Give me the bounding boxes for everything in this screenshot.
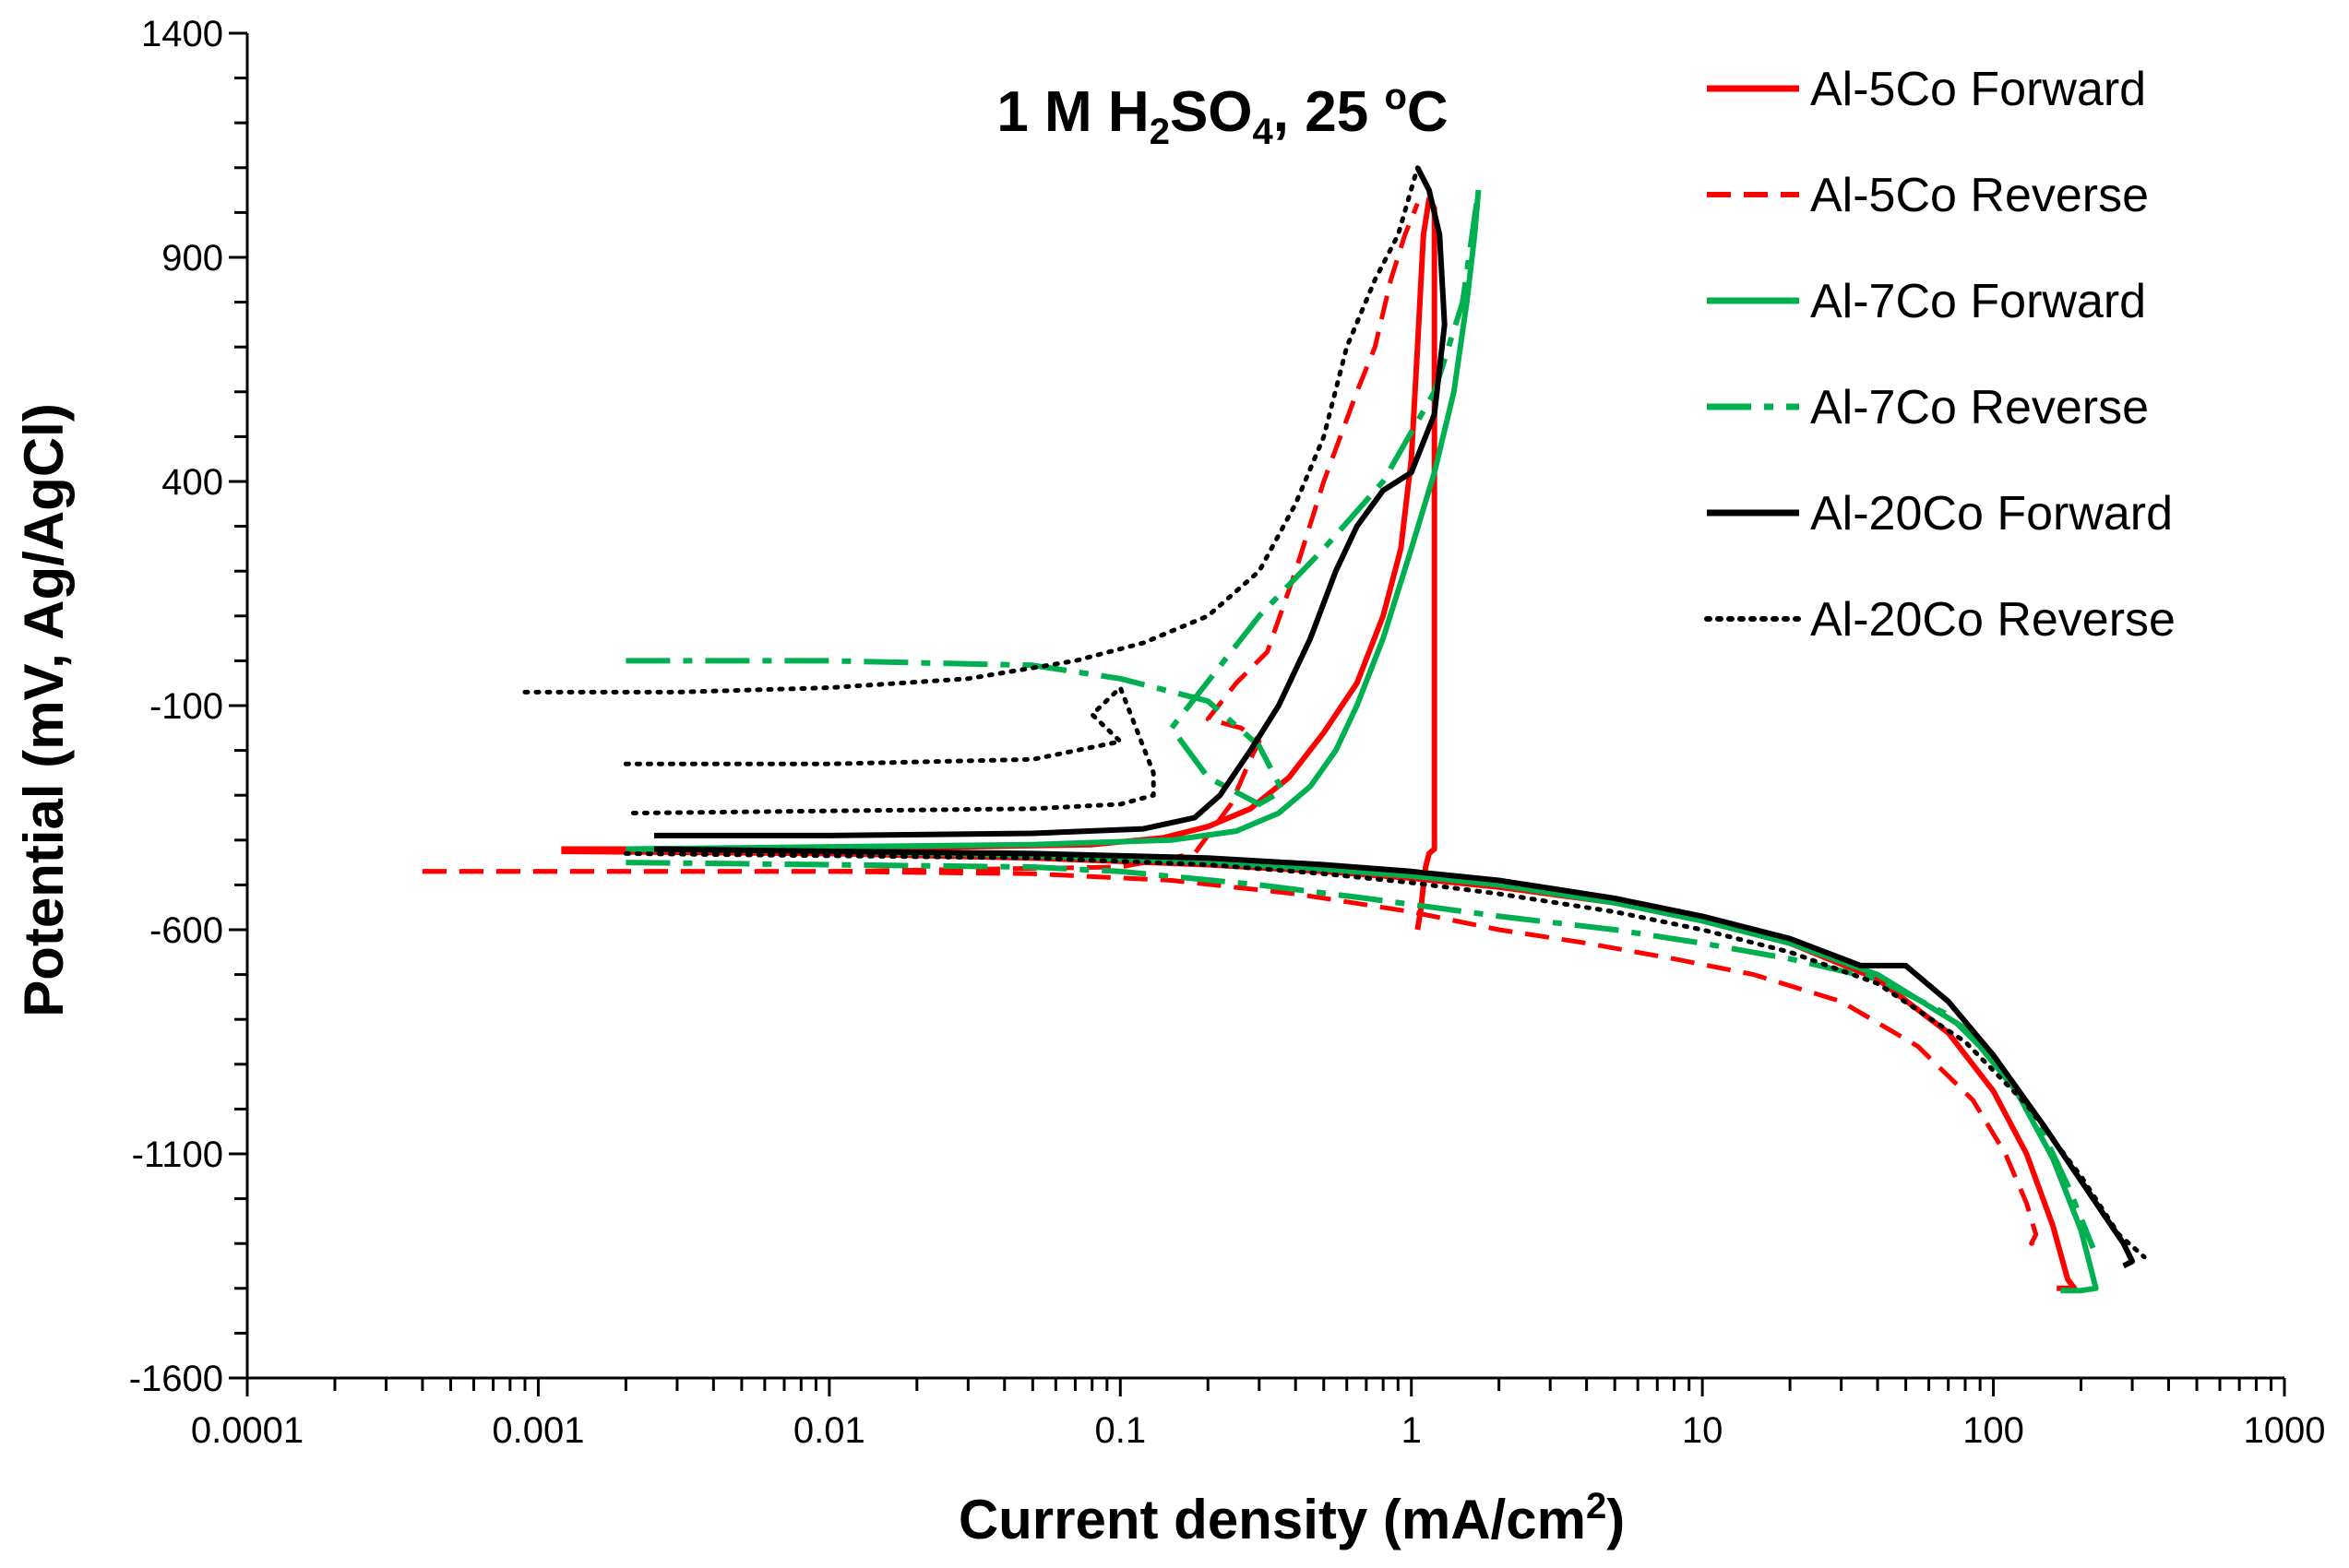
x-tick-label: 10 <box>1682 1410 1723 1451</box>
y-tick-label: -1100 <box>132 1134 223 1175</box>
series-line-branch-3 <box>623 850 2147 1260</box>
y-tick-label: 1400 <box>141 14 223 54</box>
series-line-branch-1 <box>626 860 2096 1250</box>
series-line-branch-2 <box>623 685 1156 816</box>
series-al-7co-reverse <box>626 189 2096 1250</box>
y-tick-label: 400 <box>161 462 223 503</box>
series-line-branch-1 <box>654 166 1448 838</box>
legend-label: Al-5Co Forward <box>1810 63 2146 116</box>
legend-label: Al-7Co Forward <box>1810 275 2146 328</box>
legend-label: Al-7Co Reverse <box>1810 381 2149 434</box>
series-line-branch-2 <box>561 849 2078 1291</box>
axes <box>229 31 2286 1396</box>
x-axis-title: Current density (mA/cm2) <box>959 1486 1625 1550</box>
y-tick-label: 900 <box>161 238 223 279</box>
legend-label: Al-20Co Reverse <box>1810 593 2176 647</box>
series-line-branch-1 <box>561 196 1437 931</box>
y-tick-label: -1600 <box>129 1359 223 1399</box>
y-tick-label: -100 <box>149 686 223 727</box>
series-line-branch-1 <box>626 189 1482 852</box>
x-tick-label: 1 <box>1401 1410 1422 1451</box>
series-line-branch-2 <box>653 846 2136 1269</box>
x-tick-label: 100 <box>1962 1410 2024 1451</box>
y-axis-title: Potential (mV, Ag/AgCl) <box>13 403 75 1017</box>
series-line-branch-2 <box>626 846 2099 1294</box>
series-al-20co-forward <box>653 166 2136 1269</box>
x-tick-label: 0.1 <box>1094 1410 1146 1451</box>
series-line-branch-1 <box>422 869 2045 1246</box>
chart-title: 1 M H2SO4, 25 oC <box>996 77 1448 152</box>
series-line-branch-2 <box>626 189 1482 807</box>
x-tick-label: 0.001 <box>492 1410 584 1451</box>
x-tick-label: 0.0001 <box>191 1410 304 1451</box>
plot-area <box>422 165 2147 1294</box>
series-al-20co-reverse <box>522 165 2147 1260</box>
series-line-branch-2 <box>422 202 1420 874</box>
y-tick-label: -600 <box>149 910 223 951</box>
series-line-branch-1 <box>522 165 1420 695</box>
series-al-5co-forward <box>561 196 2078 1291</box>
x-tick-label: 0.01 <box>793 1410 865 1451</box>
legend: Al-5Co Forward Al-5Co Reverse Al-7Co Forwa… <box>1704 63 2176 647</box>
x-tick-label: 1000 <box>2244 1410 2326 1451</box>
legend-label: Al-5Co Reverse <box>1810 169 2149 222</box>
tick-labels: 1400 900 400 -100 -600 -1100 -1600 0.0001 0.001 0… <box>129 14 2326 1451</box>
legend-label: Al-20Co Forward <box>1810 487 2173 540</box>
series-al-7co-forward <box>626 189 2099 1294</box>
